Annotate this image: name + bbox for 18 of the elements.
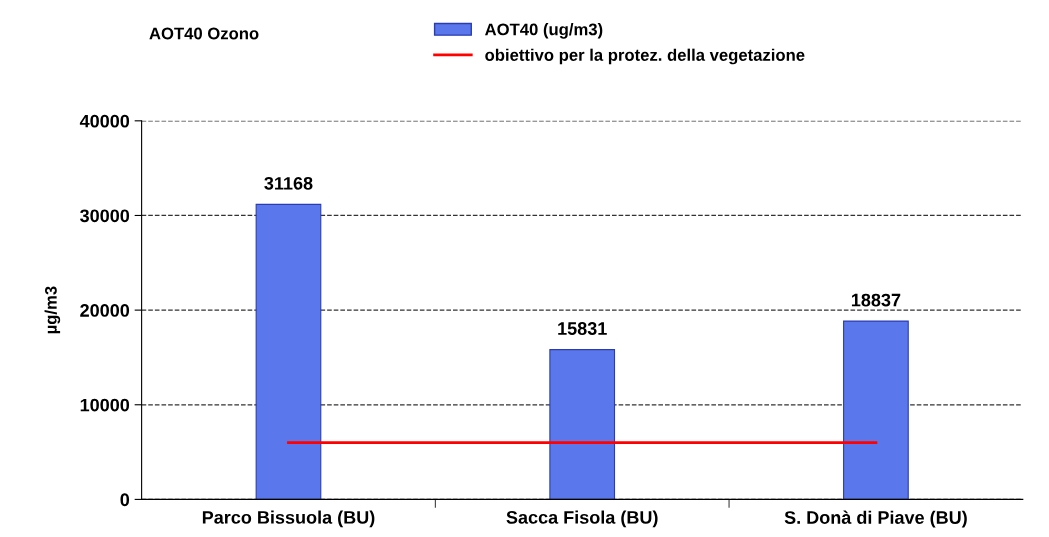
data-label: 15831 (558, 322, 607, 335)
y-tick-label: 30000 (80, 209, 130, 223)
x-tick-label: Sacca Fisola (BU) (506, 510, 658, 528)
y-tick-label: 20000 (80, 304, 130, 317)
y-tick-label: 0 (120, 493, 130, 507)
bar (255, 203, 322, 500)
x-tick-label: Parco Bissuola (BU) (202, 510, 375, 528)
legend-label: AOT40 (ug/m3) (485, 23, 603, 39)
data-label: 18837 (851, 293, 901, 307)
legend-label: obiettivo per la protez. della vegetazione (485, 48, 805, 65)
x-tick-label: S. Donà di Piave (BU) (784, 510, 967, 528)
bar (843, 320, 909, 500)
bar (549, 349, 616, 500)
y-tick-label: 10000 (80, 398, 130, 412)
chart-title: AOT40 Ozono (149, 27, 259, 40)
y-tick-label: 40000 (79, 114, 130, 128)
data-label: 31168 (264, 176, 313, 190)
y-axis-title: µg/m3 (44, 286, 61, 334)
